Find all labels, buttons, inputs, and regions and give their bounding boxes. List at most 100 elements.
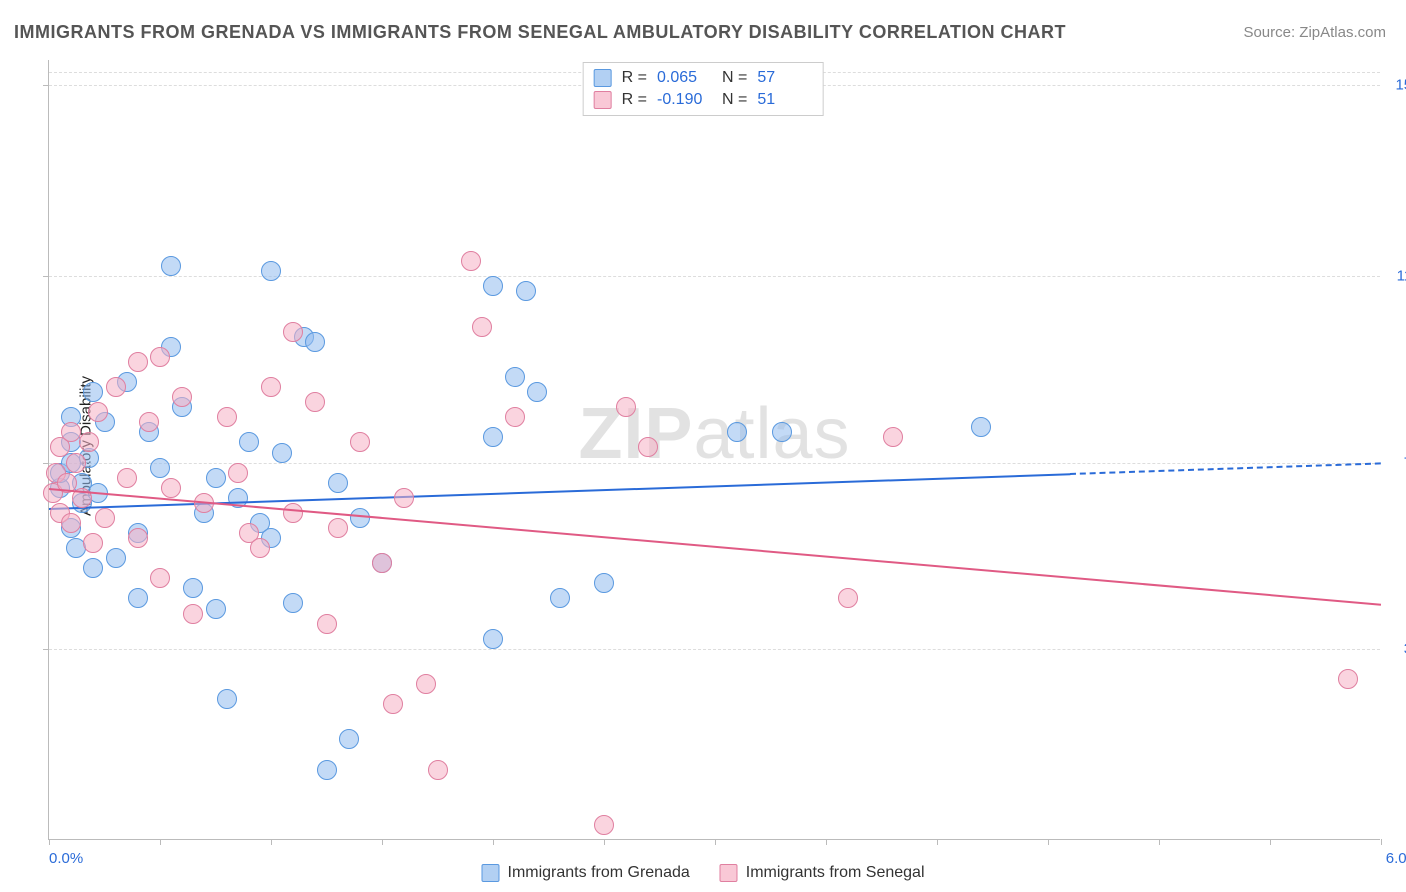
legend-swatch-pink	[594, 91, 612, 109]
scatter-point	[83, 558, 103, 578]
plot-area: ZIPatlas 15.0%11.2%7.5%3.8%0.0%6.0%	[48, 60, 1380, 840]
scatter-point	[150, 347, 170, 367]
scatter-point	[328, 518, 348, 538]
scatter-point	[217, 689, 237, 709]
scatter-point	[217, 407, 237, 427]
scatter-point	[83, 533, 103, 553]
scatter-point	[95, 508, 115, 528]
scatter-point	[772, 422, 792, 442]
scatter-point	[838, 588, 858, 608]
scatter-point	[305, 332, 325, 352]
scatter-point	[383, 694, 403, 714]
scatter-point	[283, 593, 303, 613]
scatter-point	[339, 729, 359, 749]
scatter-point	[261, 377, 281, 397]
x-tick-mark	[271, 839, 272, 845]
scatter-point	[350, 508, 370, 528]
scatter-point	[239, 432, 259, 452]
scatter-point	[150, 458, 170, 478]
r-value: -0.190	[657, 91, 712, 109]
scatter-point	[317, 614, 337, 634]
r-label: R =	[622, 69, 647, 87]
scatter-point	[161, 256, 181, 276]
scatter-point	[594, 573, 614, 593]
y-tick-label: 15.0%	[1386, 77, 1406, 94]
scatter-point	[61, 513, 81, 533]
scatter-point	[516, 281, 536, 301]
x-tick-label: 0.0%	[49, 850, 83, 867]
x-tick-mark	[1048, 839, 1049, 845]
legend-stats-row: R = 0.065 N = 57	[594, 67, 813, 89]
scatter-point	[317, 760, 337, 780]
gridline	[49, 463, 1380, 464]
legend-item: Immigrants from Senegal	[720, 864, 925, 882]
scatter-point	[472, 317, 492, 337]
scatter-point	[161, 478, 181, 498]
n-value: 51	[757, 91, 812, 109]
y-tick-mark	[43, 649, 49, 650]
legend-swatch-blue	[594, 69, 612, 87]
scatter-point	[594, 815, 614, 835]
scatter-point	[461, 251, 481, 271]
legend-label: Immigrants from Grenada	[507, 864, 689, 882]
scatter-point	[128, 352, 148, 372]
scatter-point	[128, 588, 148, 608]
scatter-point	[483, 276, 503, 296]
scatter-point	[305, 392, 325, 412]
x-tick-label: 6.0%	[1386, 850, 1406, 867]
n-value: 57	[757, 69, 812, 87]
r-label: R =	[622, 91, 647, 109]
x-tick-mark	[1381, 839, 1382, 845]
trend-line	[1070, 463, 1381, 476]
scatter-point	[328, 473, 348, 493]
scatter-point	[428, 760, 448, 780]
scatter-point	[971, 417, 991, 437]
scatter-point	[117, 468, 137, 488]
x-tick-mark	[49, 839, 50, 845]
x-tick-mark	[493, 839, 494, 845]
scatter-point	[372, 553, 392, 573]
scatter-point	[727, 422, 747, 442]
scatter-point	[527, 382, 547, 402]
x-tick-mark	[604, 839, 605, 845]
gridline	[49, 649, 1380, 650]
scatter-point	[283, 322, 303, 342]
chart-title: IMMIGRANTS FROM GRENADA VS IMMIGRANTS FR…	[14, 22, 1066, 43]
scatter-point	[1338, 669, 1358, 689]
scatter-point	[150, 568, 170, 588]
scatter-point	[206, 599, 226, 619]
x-tick-mark	[826, 839, 827, 845]
y-tick-label: 7.5%	[1386, 454, 1406, 471]
y-tick-mark	[43, 276, 49, 277]
scatter-point	[206, 468, 226, 488]
scatter-point	[505, 367, 525, 387]
scatter-point	[483, 427, 503, 447]
scatter-point	[88, 402, 108, 422]
n-label: N =	[722, 69, 747, 87]
scatter-point	[183, 604, 203, 624]
x-tick-mark	[937, 839, 938, 845]
scatter-point	[350, 432, 370, 452]
legend-label: Immigrants from Senegal	[746, 864, 925, 882]
y-tick-mark	[43, 85, 49, 86]
scatter-point	[128, 528, 148, 548]
scatter-point	[250, 538, 270, 558]
gridline	[49, 276, 1380, 277]
legend-swatch-pink	[720, 864, 738, 882]
scatter-point	[483, 629, 503, 649]
x-tick-mark	[715, 839, 716, 845]
legend-stats: R = 0.065 N = 57 R = -0.190 N = 51	[583, 62, 824, 116]
scatter-point	[172, 387, 192, 407]
x-tick-mark	[382, 839, 383, 845]
y-tick-label: 3.8%	[1386, 640, 1406, 657]
x-tick-mark	[1159, 839, 1160, 845]
scatter-point	[106, 548, 126, 568]
chart-container: IMMIGRANTS FROM GRENADA VS IMMIGRANTS FR…	[0, 0, 1406, 892]
n-label: N =	[722, 91, 747, 109]
scatter-point	[228, 463, 248, 483]
scatter-point	[272, 443, 292, 463]
r-value: 0.065	[657, 69, 712, 87]
x-tick-mark	[160, 839, 161, 845]
legend-stats-row: R = -0.190 N = 51	[594, 89, 813, 111]
scatter-point	[183, 578, 203, 598]
